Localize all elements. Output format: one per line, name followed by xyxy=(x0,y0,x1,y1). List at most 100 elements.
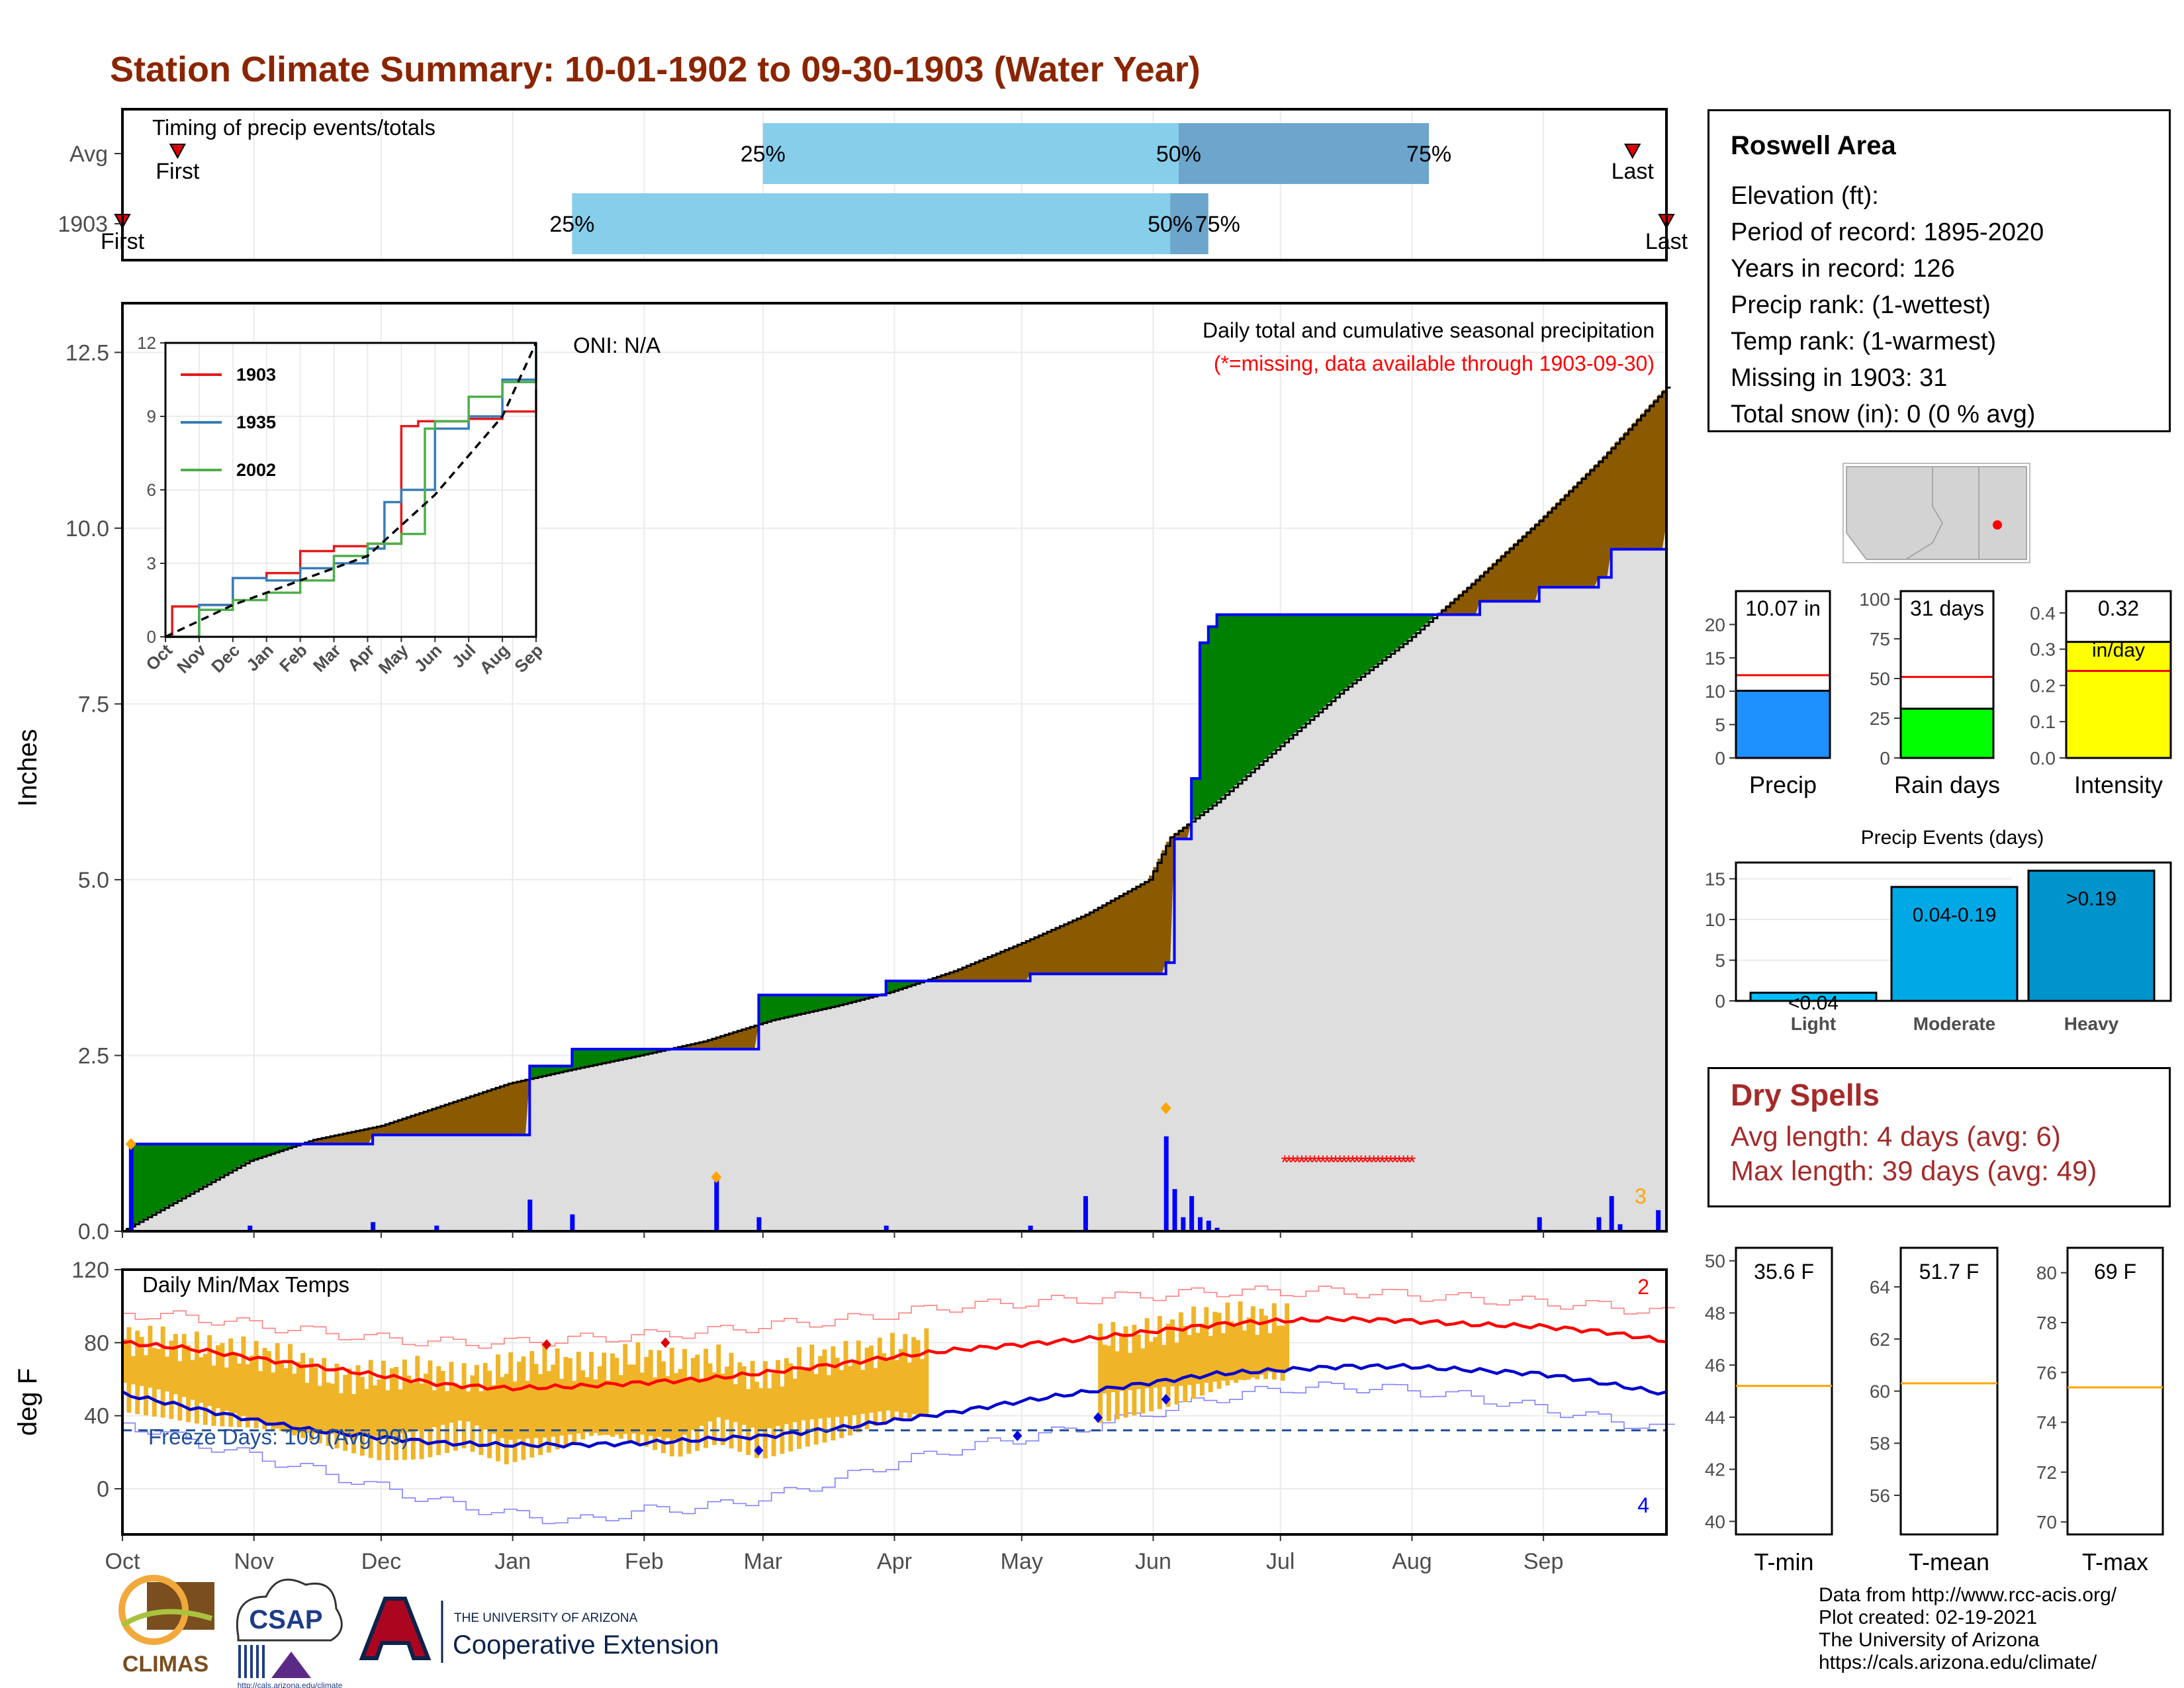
deficit-area xyxy=(1475,578,1480,615)
daily-temp-bar xyxy=(614,1358,619,1435)
surplus-area xyxy=(1208,626,1213,808)
daily-temp-bar xyxy=(211,1365,216,1426)
surplus-area xyxy=(228,1144,234,1172)
timing-first-marker xyxy=(169,144,187,160)
deficit-area xyxy=(1144,880,1150,974)
surplus-area xyxy=(177,1144,183,1200)
inset-ytick-label: 0 xyxy=(147,627,156,647)
daily-temp-bar xyxy=(190,1360,195,1400)
daily-temp-bar xyxy=(381,1360,386,1436)
deficit-area xyxy=(440,1105,445,1135)
daily-temp-bar xyxy=(898,1348,903,1419)
events-category-label: Light xyxy=(1791,1013,1836,1034)
surplus-area xyxy=(1289,614,1294,737)
total-ytick-label: 0.4 xyxy=(2030,603,2056,624)
footer-logos: CLIMAS CSAP http://cals.arizona.edu/climat… xyxy=(118,1575,719,1688)
daily-temp-bar xyxy=(1285,1303,1290,1370)
deficit-area xyxy=(970,963,976,981)
daily-temp-bar xyxy=(623,1344,628,1434)
daily-temp-bar xyxy=(1204,1307,1209,1383)
surplus-area xyxy=(784,995,789,1017)
daily-temp-bar xyxy=(262,1348,267,1430)
deficit-area xyxy=(1471,582,1477,615)
daily-temp-bar xyxy=(1234,1327,1239,1383)
deficit-area xyxy=(1081,915,1086,974)
deficit-area xyxy=(707,1039,713,1049)
daily-temp-bar xyxy=(805,1367,810,1447)
daily-temp-bar xyxy=(1221,1333,1226,1381)
surplus-area xyxy=(648,1049,653,1053)
deficit-area xyxy=(1484,570,1489,602)
surplus-area xyxy=(224,1144,229,1174)
daily-temp-bar xyxy=(355,1365,361,1436)
deficit-area xyxy=(1458,594,1463,615)
daily-temp-bar xyxy=(860,1370,866,1414)
surplus-area xyxy=(199,1144,204,1188)
daily-temp-bar xyxy=(559,1379,565,1436)
surplus-area xyxy=(792,995,797,1015)
daily-temp-bar xyxy=(822,1349,827,1443)
daily-temp-bar xyxy=(1250,1306,1255,1378)
tsummary-ytick-label: 62 xyxy=(1870,1329,1890,1350)
deficit-area xyxy=(1577,481,1582,588)
timing-p25-label: 25% xyxy=(741,142,786,167)
surplus-area xyxy=(818,995,823,1010)
daily-temp-bar xyxy=(482,1362,488,1430)
surplus-area xyxy=(271,1144,276,1154)
daily-temp-bar xyxy=(461,1363,467,1448)
tsummary-ytick-label: 76 xyxy=(2036,1362,2057,1383)
station-precip-rank: Precip rank: (1-wettest) xyxy=(1731,291,1991,319)
daily-temp-bar xyxy=(784,1358,789,1425)
events-ytick-label: 15 xyxy=(1705,869,1725,890)
missing-day-marker: * xyxy=(1349,1152,1357,1174)
deficit-area xyxy=(381,1125,386,1135)
daily-temp-bar xyxy=(1191,1306,1197,1399)
month-label: May xyxy=(1001,1549,1043,1574)
daily-temp-bar xyxy=(529,1351,535,1458)
daily-temp-bar xyxy=(584,1377,590,1433)
deficit-area xyxy=(428,1109,433,1135)
surplus-area xyxy=(1306,614,1311,722)
daily-temp-bar xyxy=(1102,1344,1107,1393)
tsummary-ytick-label: 46 xyxy=(1705,1355,1725,1376)
daily-precip-bar xyxy=(1189,1196,1195,1231)
daily-temp-bar xyxy=(639,1372,645,1435)
daily-temp-bar xyxy=(122,1338,127,1383)
surplus-area xyxy=(1361,614,1366,675)
daily-precip-bar xyxy=(1181,1217,1186,1231)
daily-temp-bar xyxy=(911,1336,917,1415)
surplus-area xyxy=(907,980,912,986)
surplus-area xyxy=(1221,614,1226,797)
daily-temp-bar xyxy=(856,1340,861,1432)
climas-logo-ring xyxy=(118,1575,189,1645)
daily-temp-bar xyxy=(750,1360,755,1428)
deficit-area xyxy=(1565,493,1570,588)
precip-ylabel: Inches xyxy=(13,729,42,807)
timing-p50-label: 50% xyxy=(1156,142,1201,167)
daily-temp-bar xyxy=(635,1342,641,1444)
events-ytick-label: 0 xyxy=(1715,991,1725,1011)
missing-day-marker: * xyxy=(1332,1152,1340,1174)
daily-temp-bar xyxy=(449,1362,454,1423)
surplus-area xyxy=(1412,614,1417,635)
daily-temp-bar xyxy=(228,1338,234,1427)
daily-temp-bar xyxy=(334,1364,340,1449)
total-value-label: 31 days xyxy=(1910,596,1984,620)
tsummary-ytick-label: 50 xyxy=(1705,1251,1725,1272)
daily-temp-bar xyxy=(1246,1317,1251,1380)
daily-temp-bar xyxy=(852,1360,857,1415)
surplus-area xyxy=(216,1144,221,1179)
surplus-area xyxy=(1204,643,1209,811)
daily-temp-bar xyxy=(758,1388,764,1430)
events-category-label: Moderate xyxy=(1913,1013,1995,1034)
daily-temp-bar xyxy=(359,1377,365,1456)
daily-temp-bar xyxy=(377,1379,382,1460)
oni-label: ONI: N/A xyxy=(573,333,660,357)
missing-day-marker: * xyxy=(1374,1152,1382,1174)
deficit-area xyxy=(1128,890,1133,974)
deficit-area xyxy=(941,974,946,981)
deficit-area xyxy=(720,1035,725,1049)
missing-day-marker: * xyxy=(1366,1152,1374,1174)
daily-temp-bar xyxy=(373,1385,378,1437)
